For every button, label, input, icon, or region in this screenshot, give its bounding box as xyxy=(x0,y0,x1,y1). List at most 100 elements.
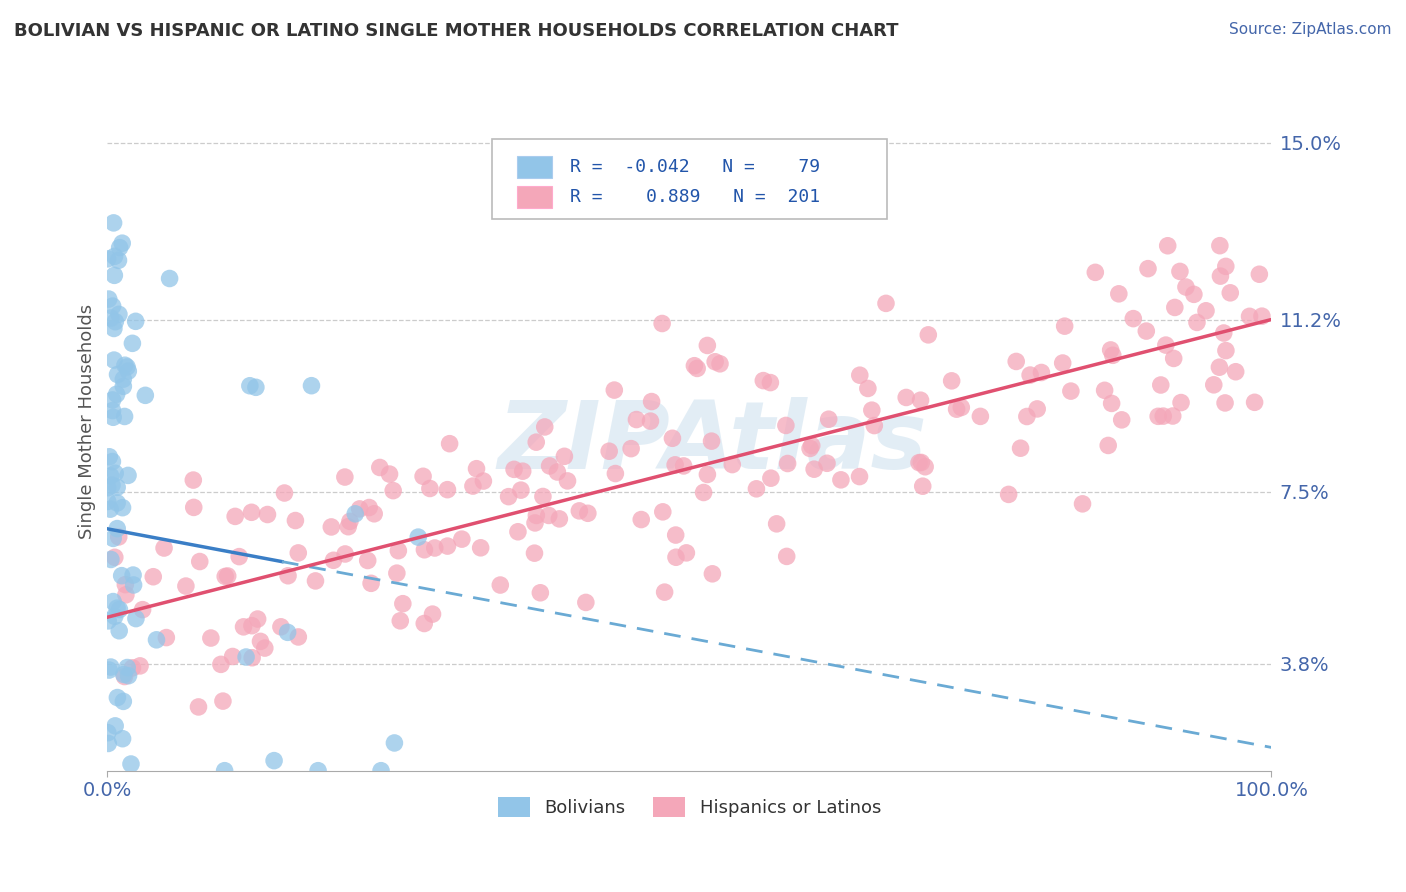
Point xyxy=(387,543,409,558)
Point xyxy=(188,555,211,569)
Point xyxy=(626,412,648,426)
Point xyxy=(221,649,243,664)
Point xyxy=(413,542,436,557)
Point xyxy=(108,307,131,321)
Point xyxy=(200,631,222,645)
Point xyxy=(1094,384,1116,398)
Point xyxy=(914,459,936,474)
Point xyxy=(124,314,146,328)
Point xyxy=(1174,280,1197,294)
Point xyxy=(228,549,250,564)
Y-axis label: Single Mother Households: Single Mother Households xyxy=(79,304,96,540)
Point xyxy=(815,456,838,470)
Point xyxy=(105,522,128,536)
Point xyxy=(1053,319,1076,334)
Point xyxy=(1239,310,1261,324)
Point xyxy=(103,268,125,283)
Point xyxy=(568,504,591,518)
Point xyxy=(101,299,124,313)
Point xyxy=(98,502,121,516)
Point xyxy=(131,602,153,616)
Point xyxy=(1060,384,1083,398)
Point xyxy=(576,506,599,520)
Point xyxy=(406,530,429,544)
Point xyxy=(263,754,285,768)
Point xyxy=(224,509,246,524)
Point xyxy=(531,490,554,504)
Point xyxy=(1157,239,1180,253)
Point xyxy=(863,418,886,433)
Point xyxy=(232,620,254,634)
Point xyxy=(506,524,529,539)
Point xyxy=(101,403,124,417)
Point xyxy=(217,569,239,583)
Point xyxy=(557,474,579,488)
Point xyxy=(803,462,825,476)
Point xyxy=(129,659,152,673)
Point xyxy=(100,552,122,566)
Point xyxy=(97,725,120,739)
Point xyxy=(384,736,406,750)
Point xyxy=(945,402,967,417)
Point xyxy=(1026,401,1049,416)
Point xyxy=(122,568,145,582)
Point xyxy=(603,383,626,397)
Point xyxy=(830,473,852,487)
Point xyxy=(108,624,131,638)
Point xyxy=(1209,269,1232,284)
Point xyxy=(683,359,706,373)
Point xyxy=(339,514,361,528)
Point xyxy=(97,614,120,628)
Point xyxy=(105,601,128,615)
Point xyxy=(111,731,134,746)
Point xyxy=(256,508,278,522)
Point xyxy=(450,532,472,546)
Point xyxy=(461,479,484,493)
Text: BOLIVIAN VS HISPANIC OR LATINO SINGLE MOTHER HOUSEHOLDS CORRELATION CHART: BOLIVIAN VS HISPANIC OR LATINO SINGLE MO… xyxy=(14,22,898,40)
Point xyxy=(104,249,127,263)
Point xyxy=(800,439,823,453)
Point xyxy=(605,467,627,481)
Point xyxy=(104,719,127,733)
Point xyxy=(117,468,139,483)
Point xyxy=(245,380,267,394)
Point xyxy=(1249,267,1271,281)
Point xyxy=(523,546,546,560)
Point xyxy=(107,368,129,382)
Point xyxy=(752,374,775,388)
Point xyxy=(101,392,124,407)
Point xyxy=(212,694,235,708)
Point xyxy=(465,461,488,475)
Point xyxy=(1219,285,1241,300)
Point xyxy=(105,690,128,705)
Point xyxy=(301,378,323,392)
Point xyxy=(187,700,209,714)
Point xyxy=(101,454,124,468)
Point xyxy=(503,462,526,476)
Point xyxy=(776,549,799,564)
Point xyxy=(524,435,547,450)
Point xyxy=(759,471,782,485)
Point xyxy=(856,381,879,395)
Point xyxy=(181,473,204,487)
Legend: Bolivians, Hispanics or Latinos: Bolivians, Hispanics or Latinos xyxy=(491,790,889,824)
Point xyxy=(1213,396,1236,410)
Point xyxy=(533,420,555,434)
Point xyxy=(97,292,120,306)
Point xyxy=(105,480,128,494)
Point xyxy=(111,568,134,582)
Point xyxy=(112,372,135,386)
Point xyxy=(664,458,686,472)
Point xyxy=(1015,409,1038,424)
Point xyxy=(654,585,676,599)
Point xyxy=(672,458,695,473)
Point xyxy=(1164,301,1187,315)
Point xyxy=(686,361,709,376)
Point xyxy=(100,468,122,483)
Point xyxy=(344,507,367,521)
Point xyxy=(246,612,269,626)
Point xyxy=(111,236,134,251)
Point xyxy=(98,450,121,464)
Point xyxy=(620,442,643,456)
Point xyxy=(114,669,136,683)
